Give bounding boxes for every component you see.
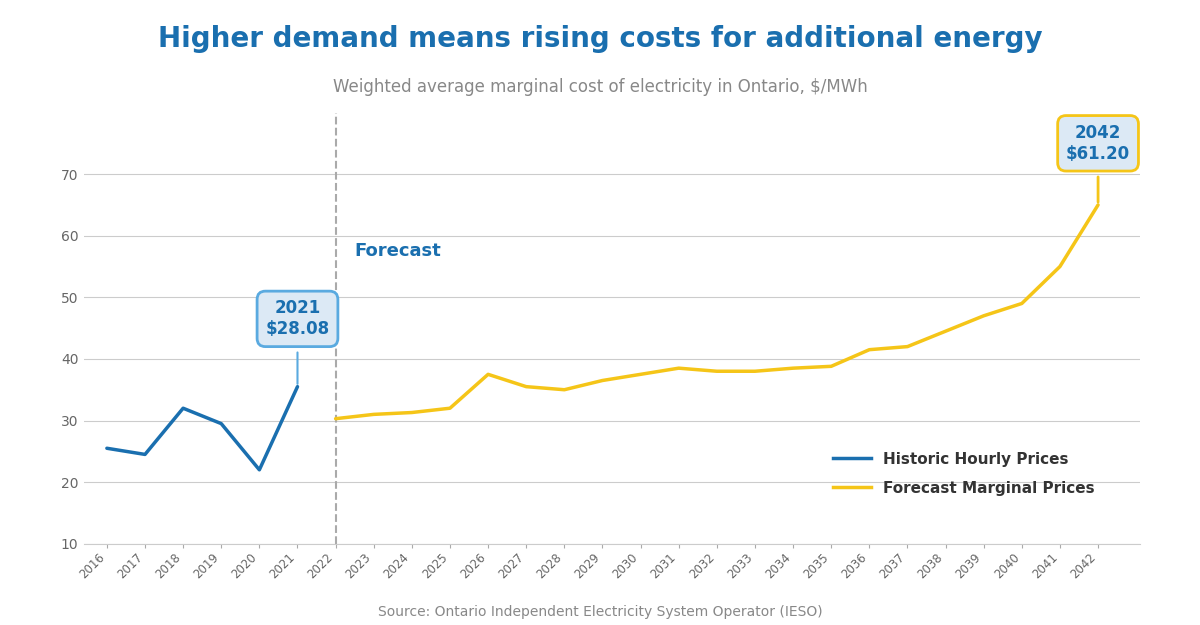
Text: Higher demand means rising costs for additional energy: Higher demand means rising costs for add… xyxy=(157,25,1043,53)
Text: 2042
$61.20: 2042 $61.20 xyxy=(1066,124,1130,162)
Legend: Historic Hourly Prices, Forecast Marginal Prices: Historic Hourly Prices, Forecast Margina… xyxy=(827,446,1100,502)
Text: 2021
$28.08: 2021 $28.08 xyxy=(265,299,330,338)
Text: Source: Ontario Independent Electricity System Operator (IESO): Source: Ontario Independent Electricity … xyxy=(378,605,822,619)
Text: Weighted average marginal cost of electricity in Ontario, $/MWh: Weighted average marginal cost of electr… xyxy=(332,78,868,96)
Text: Forecast: Forecast xyxy=(355,242,442,260)
